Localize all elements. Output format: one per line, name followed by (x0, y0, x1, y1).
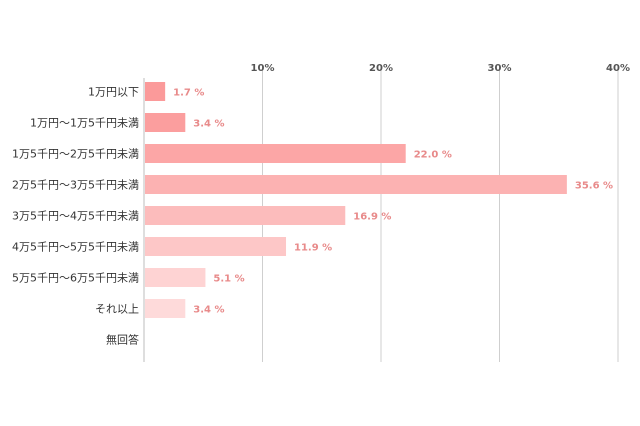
value-labels: 1.7 % 3.4 % 22.0 % 35.6 % 16.9 % 11.9 % 5.1 % 3… (173, 88, 613, 316)
category-label: 1万円～1万5千円未満 (30, 117, 139, 130)
bar (145, 268, 206, 287)
bar (145, 175, 567, 194)
bar (145, 82, 166, 101)
category-label: 3万5千円～4万5千円未満 (12, 210, 139, 223)
bar (145, 299, 186, 318)
category-label: 4万5千円～5万5千円未満 (12, 241, 139, 254)
bars (145, 82, 567, 318)
category-label: 2万5千円～3万5千円未満 (12, 179, 139, 192)
category-label: 1万5千円～2万5千円未満 (12, 148, 139, 161)
value-label: 16.9 % (353, 212, 391, 223)
x-tick-labels: 10% 20% 30% 40% (251, 63, 630, 74)
value-label: 22.0 % (414, 150, 452, 161)
category-label: それ以上 (95, 303, 139, 316)
category-label: 1万円以下 (88, 86, 139, 99)
x-tick-label: 30% (488, 63, 512, 74)
bar (145, 144, 406, 163)
category-labels: 1万円以下 1万円～1万5千円未満 1万5千円～2万5千円未満 2万5千円～3万5千円… (12, 86, 139, 347)
value-label: 5.1 % (213, 274, 244, 285)
value-label: 3.4 % (193, 119, 224, 130)
x-tick-label: 40% (606, 63, 630, 74)
bar (145, 113, 186, 132)
value-label: 11.9 % (294, 243, 332, 254)
category-label: 5万5千円～6万5千円未満 (12, 272, 139, 285)
value-label: 3.4 % (193, 305, 224, 316)
bar (145, 206, 346, 225)
value-label: 1.7 % (173, 88, 204, 99)
x-tick-label: 20% (369, 63, 393, 74)
x-tick-label: 10% (251, 63, 275, 74)
bar (145, 237, 287, 256)
value-label: 35.6 % (575, 181, 613, 192)
category-label: 無回答 (106, 333, 139, 347)
